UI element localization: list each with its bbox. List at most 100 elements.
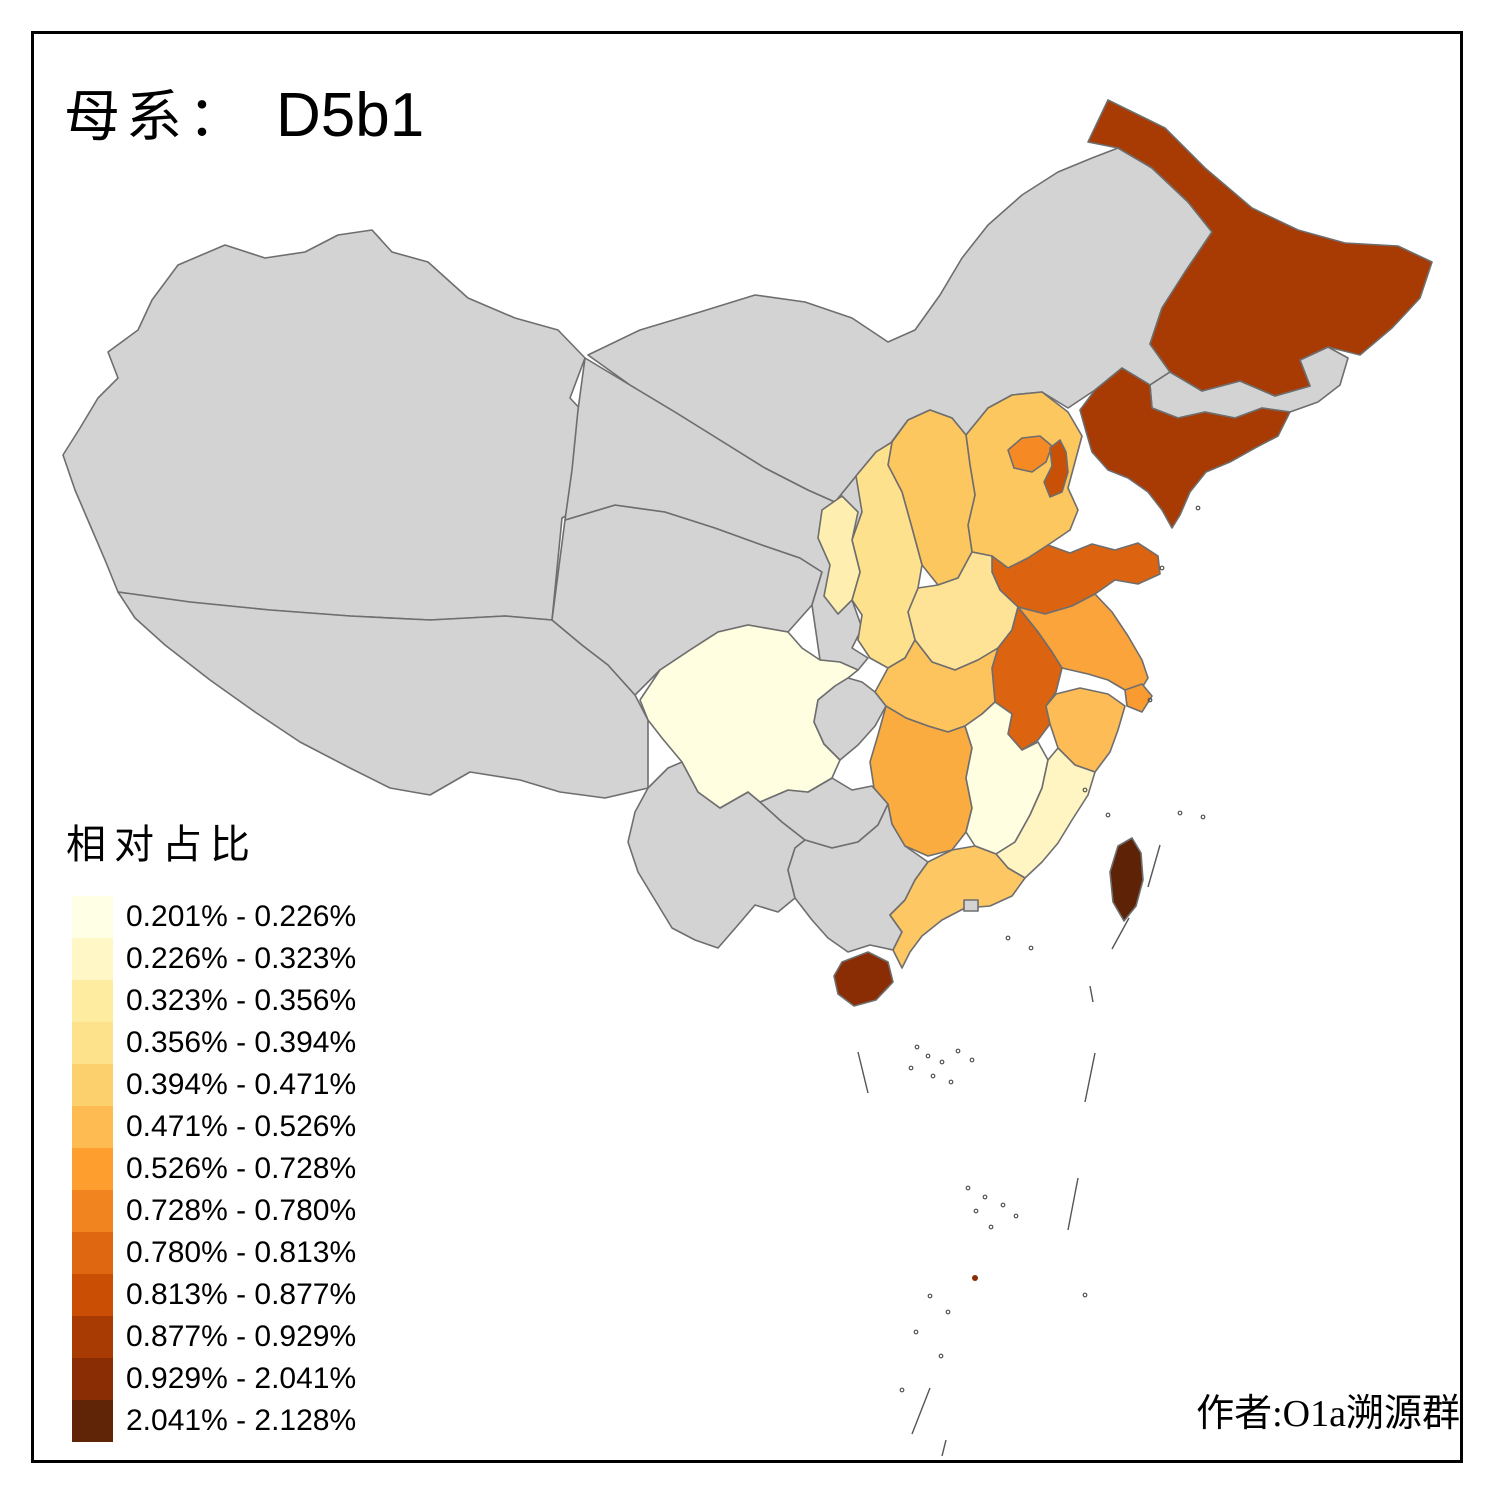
province-tibet <box>117 591 649 799</box>
map-title: 母系： D5b1 <box>64 72 424 153</box>
sea-boundary-line <box>941 1439 947 1457</box>
small-island <box>1082 1292 1088 1298</box>
legend-row: 0.728% - 0.780% <box>72 1190 356 1232</box>
sea-boundary-line <box>1089 985 1094 1003</box>
small-island <box>955 1048 961 1054</box>
small-island <box>1005 935 1011 941</box>
legend-row: 0.356% - 0.394% <box>72 1022 356 1064</box>
legend-row: 0.471% - 0.526% <box>72 1106 356 1148</box>
legend-row: 0.526% - 0.728% <box>72 1148 356 1190</box>
legend-row: 0.323% - 0.356% <box>72 980 356 1022</box>
province-liaoning <box>1079 367 1291 529</box>
small-island <box>938 1353 944 1359</box>
province-tianjin <box>1043 439 1069 498</box>
legend-label: 0.728% - 0.780% <box>126 1194 357 1227</box>
province-taiwan <box>1109 837 1144 922</box>
small-island <box>948 1079 954 1085</box>
province-zhejiang <box>1045 687 1126 773</box>
legend-swatch <box>72 980 113 1022</box>
small-island <box>908 1065 914 1071</box>
legend-swatch <box>72 1274 113 1316</box>
legend-label: 0.471% - 0.526% <box>126 1110 357 1143</box>
legend-swatch <box>72 1064 113 1106</box>
legend-title: 相对占比 <box>66 822 258 867</box>
small-island-colored <box>972 1275 978 1281</box>
title-prefix: 母系： <box>64 87 250 149</box>
legend-label: 0.201% - 0.226% <box>126 900 357 933</box>
small-island <box>939 1059 945 1065</box>
small-island <box>1159 565 1165 571</box>
small-island <box>1105 812 1111 818</box>
province-ningxia <box>817 495 861 615</box>
small-island <box>1195 505 1201 511</box>
province-fujian <box>995 747 1096 879</box>
legend-swatch <box>72 1400 113 1442</box>
legend-row: 0.201% - 0.226% <box>72 896 356 938</box>
legend-rows: 0.201% - 0.226% 0.226% - 0.323% 0.323% - 0… <box>72 896 356 1442</box>
small-island <box>899 1387 905 1393</box>
small-island <box>1082 787 1088 793</box>
legend-label: 0.813% - 0.877% <box>126 1278 357 1311</box>
province-hainan <box>833 951 894 1007</box>
small-island <box>965 1185 971 1191</box>
legend-swatch <box>72 1148 113 1190</box>
legend-row: 0.813% - 0.877% <box>72 1274 356 1316</box>
legend-swatch <box>72 1022 113 1064</box>
legend-label: 0.780% - 0.813% <box>126 1236 357 1269</box>
province-beijing <box>1007 435 1053 473</box>
legend-row: 0.877% - 0.929% <box>72 1316 356 1358</box>
small-island <box>969 1057 975 1063</box>
legend-row: 2.041% - 2.128% <box>72 1400 356 1442</box>
legend-swatch <box>72 1190 113 1232</box>
small-island <box>925 1053 931 1059</box>
small-island <box>988 1224 994 1230</box>
author-credit: 作者:O1a溯源群 <box>1196 1393 1460 1435</box>
legend-label: 0.226% - 0.323% <box>126 942 357 975</box>
small-island <box>913 1329 919 1335</box>
small-island <box>1028 945 1034 951</box>
province-shanghai <box>1124 683 1153 713</box>
legend-row: 0.394% - 0.471% <box>72 1064 356 1106</box>
small-island <box>1147 697 1153 703</box>
small-island <box>973 1208 979 1214</box>
legend-swatch <box>72 896 113 938</box>
province-chongqing <box>813 677 887 761</box>
sea-boundary-line <box>1084 1052 1096 1103</box>
legend: 相对占比 0.201% - 0.226% 0.226% - 0.323% 0.323… <box>66 812 356 1442</box>
province-hunan <box>869 705 973 857</box>
legend-swatch <box>72 1232 113 1274</box>
sea-boundary-line <box>1147 844 1161 888</box>
small-island <box>1000 1202 1006 1208</box>
small-island <box>1177 810 1183 816</box>
legend-label: 0.526% - 0.728% <box>126 1152 357 1185</box>
legend-label: 0.394% - 0.471% <box>126 1068 357 1101</box>
legend-swatch <box>72 938 113 980</box>
legend-row: 0.780% - 0.813% <box>72 1232 356 1274</box>
sea-boundary-line <box>911 1387 931 1435</box>
province-guangdong <box>889 845 1026 969</box>
small-island <box>914 1044 920 1050</box>
province-hong-kong <box>963 899 979 912</box>
legend-label: 0.929% - 2.041% <box>126 1362 357 1395</box>
sea-boundary-line <box>1067 1177 1079 1231</box>
legend-label: 2.041% - 2.128% <box>126 1404 357 1437</box>
small-island <box>1013 1213 1019 1219</box>
province-xinjiang <box>62 229 619 621</box>
legend-swatch <box>72 1316 113 1358</box>
small-island <box>982 1194 988 1200</box>
legend-label: 0.877% - 0.929% <box>126 1320 357 1353</box>
small-island <box>1200 814 1206 820</box>
province-heilongjiang <box>1087 99 1433 397</box>
title-haplogroup: D5b1 <box>276 81 425 150</box>
small-island <box>945 1309 951 1315</box>
sea-boundary-line <box>1111 917 1130 950</box>
legend-swatch <box>72 1358 113 1400</box>
legend-swatch <box>72 1106 113 1148</box>
legend-label: 0.323% - 0.356% <box>126 984 357 1017</box>
legend-row: 0.226% - 0.323% <box>72 938 356 980</box>
legend-row: 0.929% - 2.041% <box>72 1358 356 1400</box>
small-island <box>927 1293 933 1299</box>
legend-label: 0.356% - 0.394% <box>126 1026 357 1059</box>
sea-boundary-line <box>857 1051 869 1094</box>
